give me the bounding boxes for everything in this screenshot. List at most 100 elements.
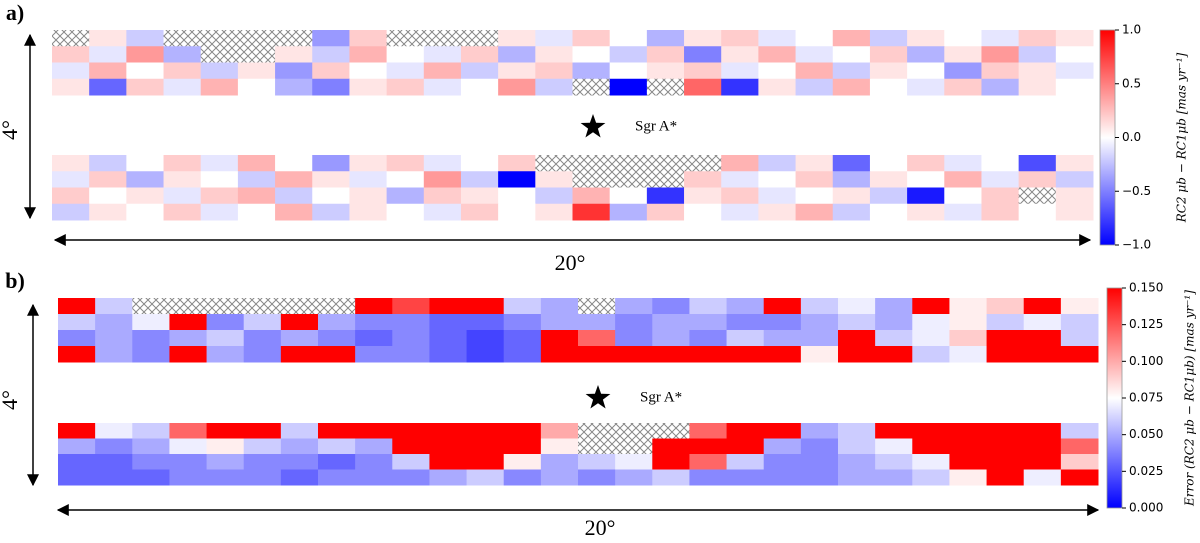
masked-cell: [646, 78, 685, 96]
masked-cell: [535, 155, 573, 172]
heatmap-cell: [200, 62, 239, 80]
heatmap-cell: [832, 171, 871, 188]
heatmap-cell: [721, 30, 759, 47]
heatmap-cell: [986, 346, 1025, 363]
masked-cell: [684, 155, 722, 172]
marker-label: Sgr A*: [635, 118, 677, 134]
lower-strip: [58, 423, 1099, 486]
heatmap-cell: [646, 46, 685, 63]
heatmap-cell: [578, 314, 616, 331]
heatmap-cell: [689, 298, 728, 315]
heatmap-cell: [832, 46, 871, 63]
heatmap-cell: [429, 423, 468, 439]
heatmap-cell: [163, 171, 202, 188]
heatmap-cell: [907, 203, 945, 221]
heatmap-cell: [503, 346, 542, 363]
heatmap-cell: [652, 314, 690, 331]
heatmap-cell: [986, 438, 1025, 455]
heatmap-cell: [429, 298, 468, 315]
heatmap-cell: [535, 78, 573, 96]
heatmap-cell: [58, 423, 96, 439]
heatmap-cell: [838, 346, 876, 363]
heatmap-cell: [169, 423, 208, 439]
heatmap-cell: [1055, 62, 1094, 80]
marker-label: Sgr A*: [640, 389, 682, 405]
heatmap-cell: [721, 187, 759, 205]
width-label: 20°: [555, 250, 586, 275]
heatmap-cell: [763, 454, 802, 470]
heatmap-cell: [986, 314, 1025, 331]
masked-cell: [652, 423, 690, 439]
heatmap-cell: [684, 187, 722, 205]
heatmap-cell: [944, 30, 982, 47]
heatmap-cell: [206, 423, 245, 439]
heatmap-cell: [944, 171, 982, 188]
masked-cell: [572, 78, 611, 96]
heatmap-cell: [646, 187, 685, 205]
heatmap-cell: [535, 46, 573, 63]
heatmap-cell: [58, 454, 96, 470]
heatmap-cell: [466, 330, 505, 347]
heatmap-cell: [981, 155, 1020, 172]
heatmap-cell: [355, 346, 393, 363]
heatmap-cell: [126, 46, 165, 63]
heatmap-cell: [609, 30, 648, 47]
heatmap-cell: [169, 454, 208, 470]
heatmap-cell: [1018, 203, 1057, 221]
heatmap-cell: [986, 298, 1025, 315]
heatmap-cell: [1055, 78, 1094, 96]
heatmap-cell: [763, 314, 802, 331]
heatmap-cell: [540, 423, 579, 439]
heatmap-cell: [726, 423, 765, 439]
heatmap-cell: [944, 155, 982, 172]
heatmap-cell: [758, 30, 797, 47]
heatmap-cell: [758, 187, 797, 205]
heatmap-cell: [132, 330, 170, 347]
heatmap-cell: [132, 314, 170, 331]
heatmap-cell: [869, 30, 908, 47]
masked-cell: [646, 171, 685, 188]
heatmap-cell: [355, 454, 393, 470]
colorbar: [1099, 29, 1116, 246]
heatmap-cell: [832, 78, 871, 96]
heatmap-cell: [52, 203, 90, 221]
heatmap-cell: [386, 62, 425, 80]
heatmap-cell: [243, 454, 282, 470]
heatmap-cell: [466, 298, 505, 315]
heatmap-cell: [609, 203, 648, 221]
heatmap-cell: [1060, 454, 1099, 470]
heatmap-cell: [429, 346, 468, 363]
heatmap-cell: [460, 46, 499, 63]
heatmap-cell: [763, 298, 802, 315]
heatmap-cell: [95, 314, 133, 331]
heatmap-cell: [869, 46, 908, 63]
heatmap-cell: [200, 187, 239, 205]
heatmap-cell: [986, 469, 1025, 486]
heatmap-cell: [763, 469, 802, 486]
heatmap-cell: [52, 62, 90, 80]
heatmap-cell: [498, 171, 536, 188]
upper-strip: [58, 298, 1099, 363]
heatmap-cell: [163, 203, 202, 221]
heatmap-cell: [169, 314, 208, 331]
heatmap-cell: [95, 438, 133, 455]
heatmap-cell: [795, 155, 834, 172]
heatmap-cell: [763, 330, 802, 347]
heatmap-cell: [652, 298, 690, 315]
heatmap-cell: [1055, 203, 1094, 221]
heatmap-cell: [689, 346, 728, 363]
heatmap-cell: [429, 314, 468, 331]
heatmap-cell: [392, 330, 430, 347]
heatmap-cell: [838, 423, 876, 439]
heatmap-cell: [907, 187, 945, 205]
heatmap-cell: [58, 469, 96, 486]
heatmap-cell: [355, 314, 393, 331]
heatmap-cell: [58, 298, 96, 315]
heatmap-cell: [1023, 438, 1062, 455]
heatmap-cell: [392, 454, 430, 470]
masked-cell: [460, 30, 499, 47]
heatmap-cell: [949, 298, 988, 315]
heatmap-cell: [875, 423, 913, 439]
heatmap-cell: [912, 423, 950, 439]
heatmap-cell: [392, 469, 430, 486]
